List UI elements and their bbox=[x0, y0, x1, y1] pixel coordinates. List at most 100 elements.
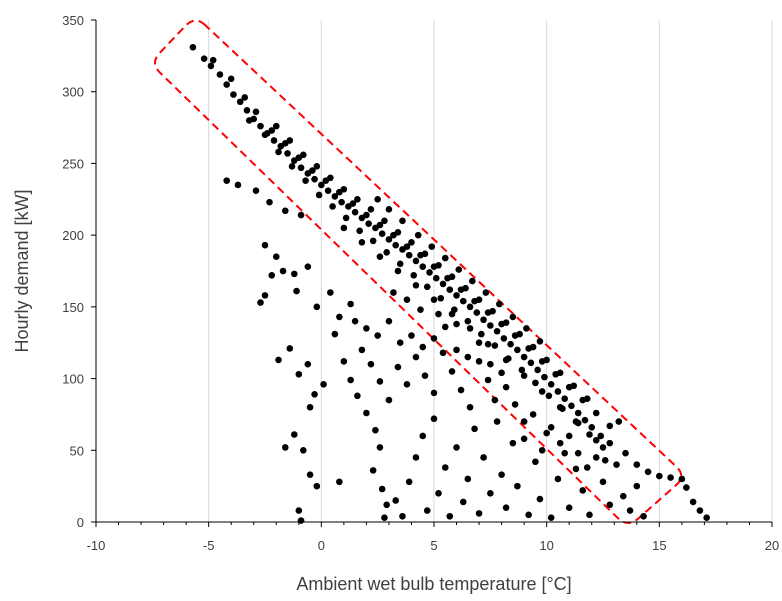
data-point bbox=[243, 107, 251, 114]
data-point bbox=[570, 382, 578, 390]
data-point bbox=[487, 490, 494, 497]
data-point bbox=[439, 280, 447, 288]
data-point bbox=[363, 211, 370, 219]
data-point bbox=[613, 461, 620, 468]
data-point bbox=[327, 174, 334, 182]
data-point bbox=[496, 300, 503, 308]
data-point bbox=[561, 395, 568, 402]
data-point bbox=[257, 122, 264, 130]
data-point bbox=[606, 439, 614, 447]
data-point bbox=[514, 346, 521, 354]
data-point bbox=[336, 313, 343, 321]
data-point bbox=[340, 358, 348, 365]
data-point bbox=[347, 376, 354, 384]
data-point bbox=[306, 403, 314, 411]
data-point bbox=[475, 510, 483, 517]
data-point bbox=[441, 254, 449, 262]
data-point bbox=[453, 320, 460, 328]
data-point bbox=[369, 467, 377, 474]
data-point bbox=[448, 310, 456, 318]
data-points bbox=[189, 43, 710, 524]
data-point bbox=[351, 317, 359, 325]
data-point bbox=[554, 475, 562, 483]
data-point bbox=[441, 323, 449, 331]
data-point bbox=[365, 220, 372, 227]
data-point bbox=[252, 108, 260, 116]
data-point bbox=[374, 195, 381, 203]
data-point bbox=[500, 335, 508, 342]
data-point bbox=[272, 253, 280, 260]
data-point bbox=[606, 422, 614, 430]
data-point bbox=[430, 389, 438, 397]
data-point bbox=[376, 253, 384, 260]
data-point bbox=[511, 401, 519, 408]
data-point bbox=[599, 444, 607, 451]
x-tick-label-6: 20 bbox=[765, 538, 779, 553]
data-point bbox=[565, 432, 573, 440]
data-point bbox=[340, 224, 348, 232]
data-point bbox=[453, 292, 460, 299]
x-tick-label-0: -10 bbox=[87, 538, 106, 553]
data-point bbox=[615, 418, 623, 425]
data-point bbox=[399, 217, 406, 225]
data-point bbox=[586, 511, 593, 519]
data-point bbox=[412, 257, 420, 265]
data-point bbox=[227, 75, 235, 83]
data-point bbox=[484, 376, 492, 384]
data-point bbox=[327, 289, 334, 296]
data-point bbox=[462, 284, 469, 292]
data-point bbox=[270, 137, 278, 144]
data-point bbox=[534, 366, 541, 374]
data-point bbox=[545, 392, 553, 400]
data-point bbox=[336, 478, 343, 486]
data-point bbox=[475, 296, 483, 303]
y-tick-label-3: 150 bbox=[62, 300, 84, 315]
data-point bbox=[383, 249, 390, 256]
data-point bbox=[412, 282, 420, 289]
data-point bbox=[376, 221, 384, 229]
data-point bbox=[464, 317, 472, 325]
data-point bbox=[419, 263, 427, 270]
data-point bbox=[200, 55, 208, 63]
data-point bbox=[509, 313, 517, 321]
data-point bbox=[354, 195, 361, 203]
data-point bbox=[405, 478, 413, 486]
data-point bbox=[281, 444, 289, 451]
data-point bbox=[487, 322, 494, 329]
data-point bbox=[412, 353, 420, 361]
data-point bbox=[574, 419, 582, 427]
data-point bbox=[606, 501, 614, 509]
data-point bbox=[313, 482, 321, 490]
data-point bbox=[385, 317, 393, 325]
data-point bbox=[543, 356, 550, 364]
data-point bbox=[574, 449, 582, 457]
data-point bbox=[583, 464, 591, 471]
data-point bbox=[230, 91, 237, 98]
data-point bbox=[358, 239, 366, 246]
data-point bbox=[342, 214, 350, 222]
data-point bbox=[536, 337, 544, 345]
x-tick-label-5: 15 bbox=[652, 538, 666, 553]
x-tick-label-2: 0 bbox=[318, 538, 325, 553]
data-point bbox=[275, 356, 282, 364]
data-point bbox=[266, 198, 273, 206]
data-point bbox=[439, 349, 447, 357]
y-tick-label-0: 0 bbox=[77, 515, 84, 530]
data-point bbox=[261, 292, 269, 299]
data-point bbox=[257, 299, 264, 306]
data-point bbox=[502, 356, 510, 364]
data-point bbox=[275, 148, 282, 156]
data-point bbox=[390, 289, 397, 296]
data-point bbox=[261, 241, 269, 249]
data-point bbox=[516, 330, 523, 338]
data-point bbox=[376, 444, 384, 451]
data-point bbox=[309, 167, 316, 174]
data-point bbox=[329, 203, 336, 210]
data-point bbox=[403, 381, 411, 388]
data-point bbox=[502, 504, 510, 511]
data-point bbox=[633, 461, 641, 468]
data-point bbox=[297, 164, 305, 172]
data-point bbox=[252, 187, 260, 194]
data-point bbox=[324, 187, 332, 194]
data-point bbox=[583, 395, 591, 402]
